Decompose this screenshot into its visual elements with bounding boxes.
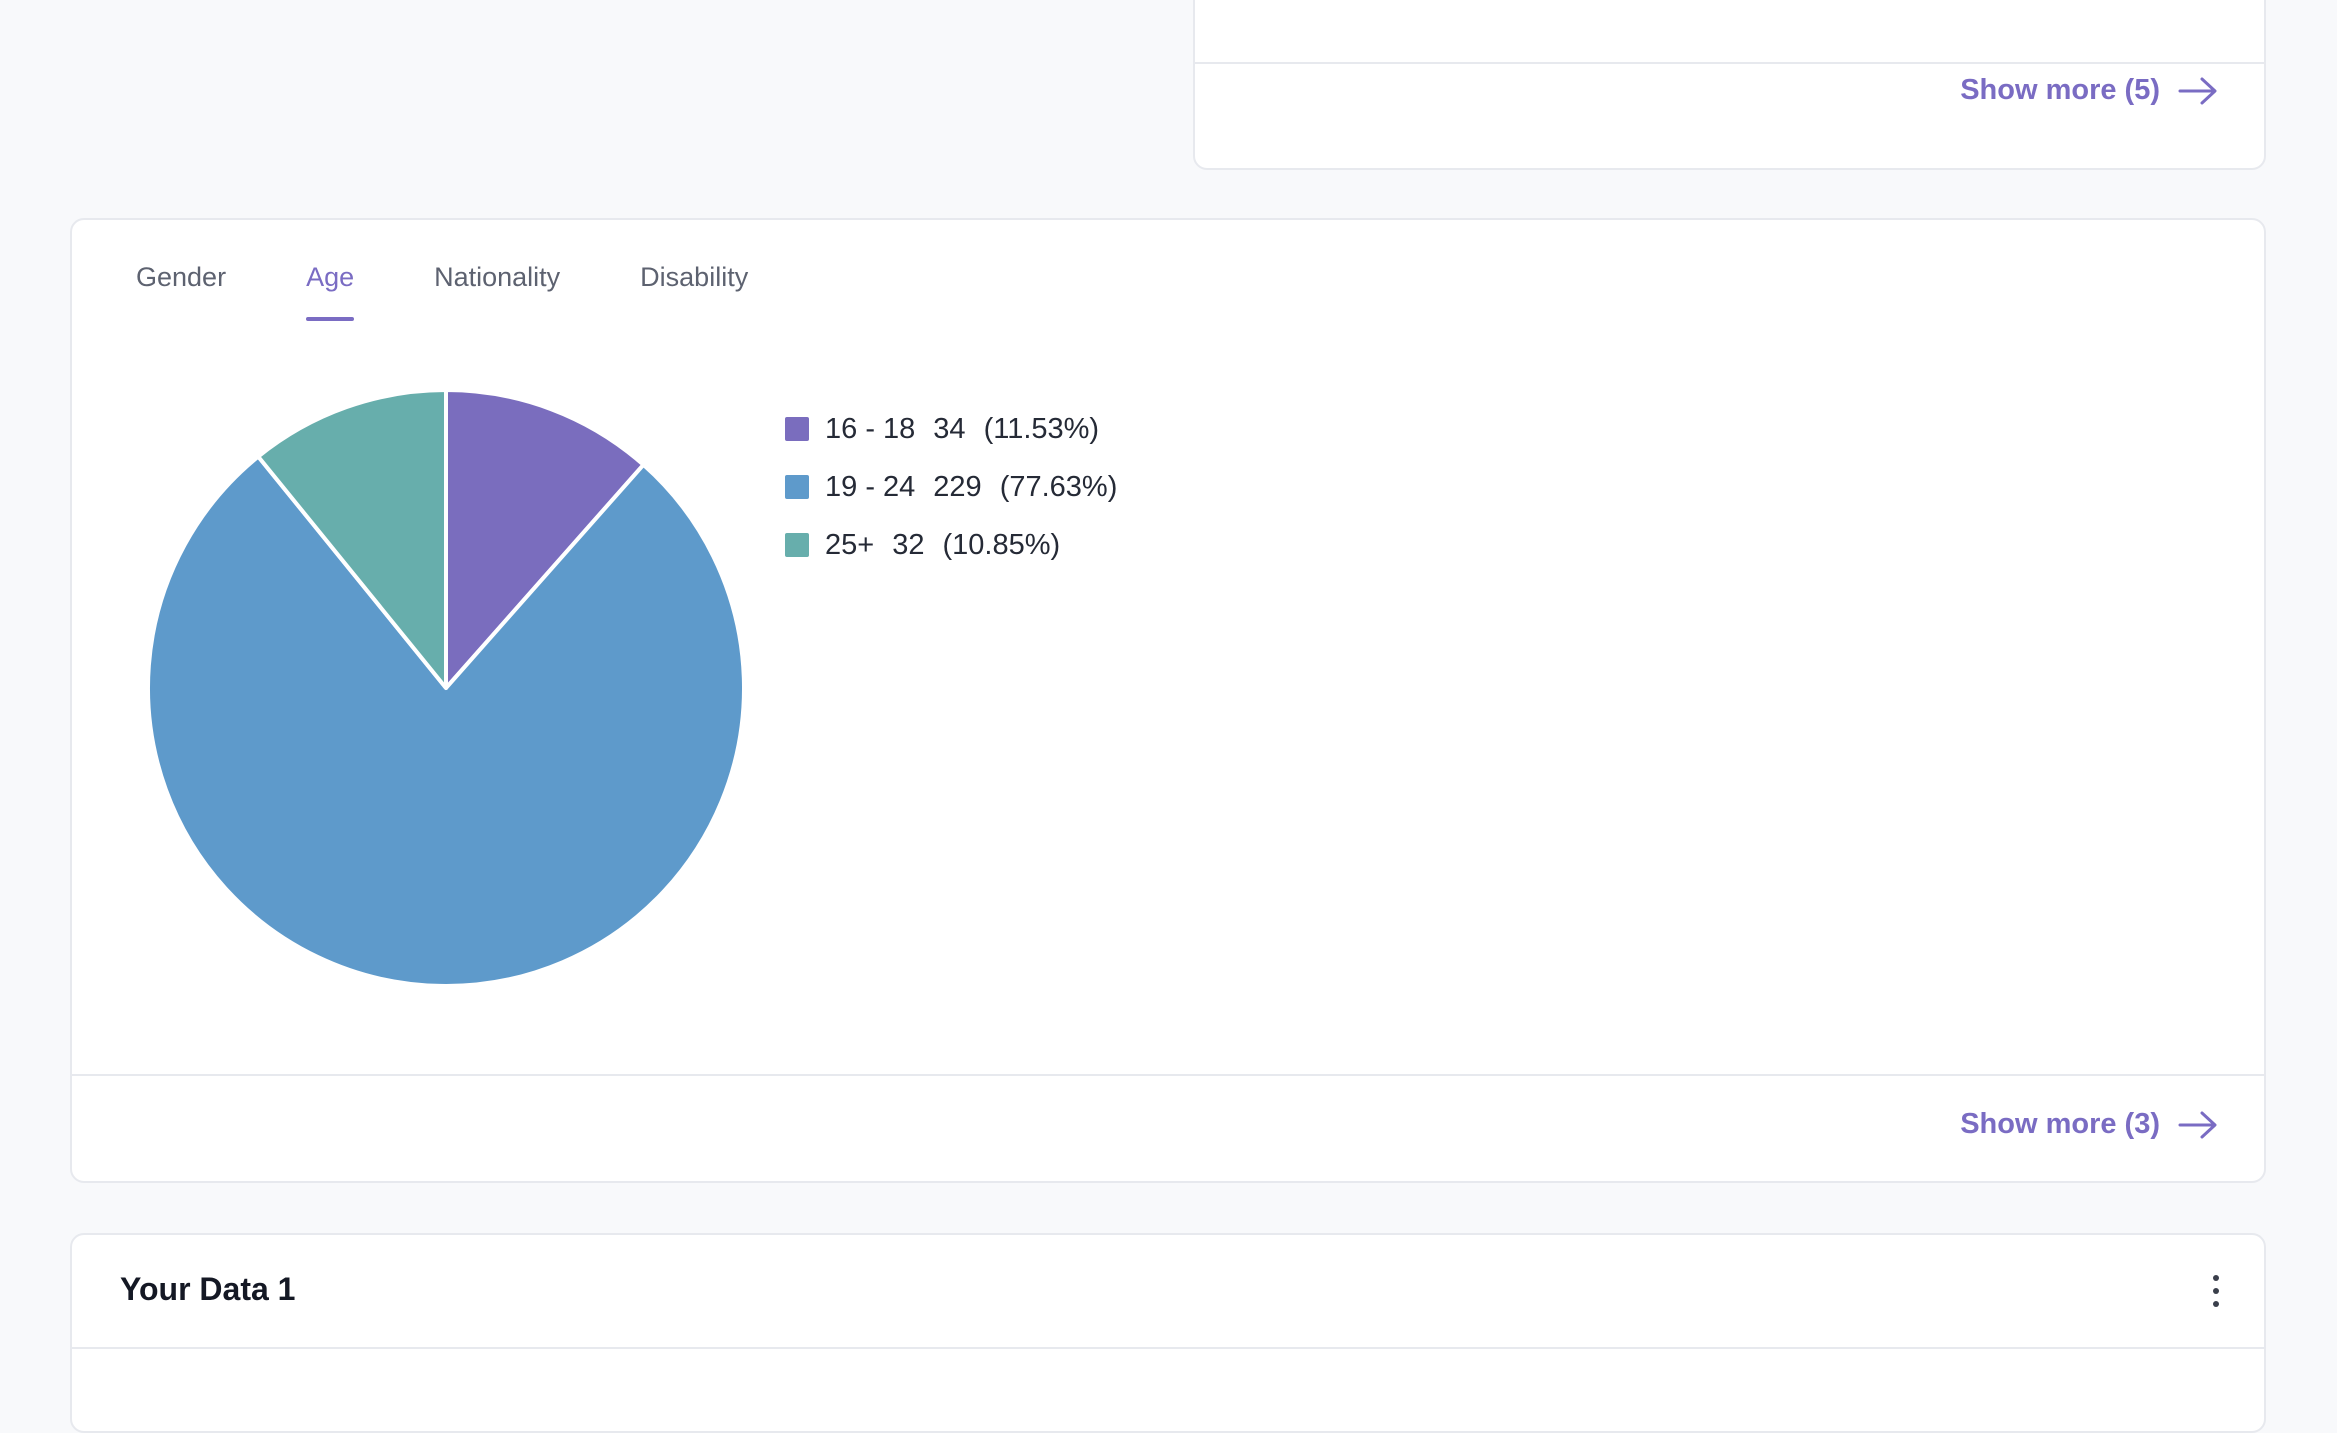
arrow-right-icon (2178, 77, 2217, 104)
tab-age[interactable]: Age (306, 262, 355, 321)
arrow-right-icon (2178, 1111, 2217, 1138)
tab-nationality[interactable]: Nationality (434, 262, 561, 292)
legend-item: 25+ 32 (10.85%) (785, 516, 1117, 574)
show-more-label: Show more (3) (1960, 1108, 2160, 1140)
card-divider (72, 1074, 2264, 1076)
top-card: Show more (5) (1193, 0, 2266, 170)
card-divider (1195, 62, 2264, 64)
legend-swatch (785, 417, 809, 441)
legend-swatch (785, 475, 809, 499)
legend-category: 19 - 24 (825, 470, 916, 503)
data-card: Your Data 1 (70, 1233, 2266, 1433)
legend-category: 16 - 18 (825, 412, 916, 445)
tab-disability[interactable]: Disability (640, 262, 749, 292)
legend-item: 19 - 24 229 (77.63%) (785, 458, 1117, 516)
data-card-title: Your Data 1 (120, 1271, 296, 1307)
pie-slice-25-[interactable] (256, 388, 448, 690)
legend-value: 32 (892, 528, 925, 561)
show-more-button[interactable]: Show more (3) (1960, 1108, 2218, 1141)
chart-legend: 16 - 18 34 (11.53%) 19 - 24 229 (77.63%)… (785, 400, 1117, 574)
legend-swatch (785, 533, 809, 557)
card-divider (72, 1347, 2264, 1349)
legend-percent: (10.85%) (942, 528, 1061, 561)
more-options-icon[interactable] (2206, 1271, 2226, 1311)
pie-slice-16-18[interactable] (444, 388, 646, 690)
legend-value: 229 (933, 470, 982, 503)
demographics-tabs: Gender Age Nationality Disability (136, 262, 748, 321)
demographics-card: Gender Age Nationality Disability 16 - 1… (70, 218, 2266, 1183)
legend-percent: (77.63%) (999, 470, 1118, 503)
age-pie-chart (146, 388, 746, 988)
show-more-button[interactable]: Show more (5) (1960, 74, 2218, 107)
pie-slice-19-24[interactable] (146, 454, 746, 988)
legend-item: 16 - 18 34 (11.53%) (785, 400, 1117, 458)
legend-category: 25+ (825, 528, 875, 561)
tab-gender[interactable]: Gender (136, 262, 227, 292)
legend-value: 34 (933, 412, 966, 445)
show-more-label: Show more (5) (1960, 74, 2160, 106)
legend-percent: (11.53%) (983, 412, 1100, 445)
